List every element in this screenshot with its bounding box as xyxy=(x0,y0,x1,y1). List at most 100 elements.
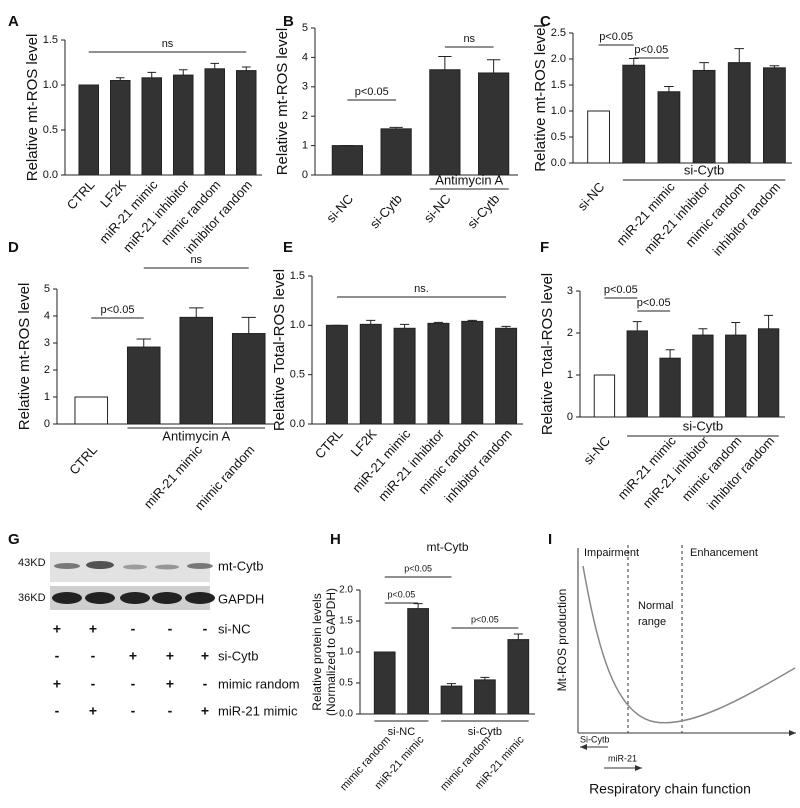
group-label: si-Cytb xyxy=(684,162,724,177)
y-axis-label: Relative mt-ROS level xyxy=(24,34,41,182)
bar xyxy=(657,91,681,164)
x-tick-label: CTRL xyxy=(312,426,346,461)
error-bar xyxy=(413,603,423,609)
error-bar xyxy=(698,328,708,336)
band xyxy=(123,564,147,570)
band xyxy=(155,564,179,570)
condition-sign: + xyxy=(201,648,209,664)
bands xyxy=(52,561,215,604)
condition-label: mimic random xyxy=(218,676,300,691)
diagram-panel xyxy=(577,545,796,771)
bar xyxy=(204,68,226,176)
y-axis-label: Relative mt-ROS level xyxy=(274,28,291,176)
bar xyxy=(495,327,518,425)
bar xyxy=(331,145,363,176)
band xyxy=(85,592,115,604)
y-tick-label: 1.0 xyxy=(551,105,566,117)
error-bar xyxy=(734,48,745,63)
x-tick-label: CTRL xyxy=(64,177,98,212)
y-axis-label: Mt-ROS production xyxy=(555,589,569,692)
x-tick-label: LF2K xyxy=(348,426,380,459)
error-bar xyxy=(115,77,125,81)
y-tick-label: 0.0 xyxy=(290,418,305,430)
significance-label: p<0.05 xyxy=(471,614,499,624)
condition-sign: - xyxy=(131,676,136,692)
condition-label: si-NC xyxy=(218,621,251,636)
bar xyxy=(593,374,616,418)
group-label: Antimycin A xyxy=(435,172,503,187)
error-bar xyxy=(665,349,675,359)
x-tick-label: CTRL xyxy=(66,442,100,477)
error-bar xyxy=(699,62,709,71)
error-bar xyxy=(764,314,774,329)
bar xyxy=(725,334,747,418)
panel-letter: I xyxy=(548,531,552,548)
condition-sign: + xyxy=(53,676,61,692)
band xyxy=(187,563,213,569)
condition-sign: - xyxy=(131,621,136,637)
y-tick-label: 5 xyxy=(44,283,50,295)
y-tick-label: 0.0 xyxy=(339,709,353,720)
x-tick-label: si-Cytb xyxy=(464,191,502,231)
panel-letter: C xyxy=(540,13,551,30)
bar xyxy=(692,69,716,164)
significance-label: p<0.05 xyxy=(599,31,633,43)
condition-sign: - xyxy=(203,676,208,692)
bar xyxy=(763,67,786,164)
error-bar xyxy=(513,633,523,640)
x-tick-label: si-NC xyxy=(580,433,613,467)
error-bar xyxy=(136,338,151,348)
condition-sign: + xyxy=(201,703,209,719)
bar xyxy=(659,357,681,418)
arrow-label: Si-Cytb xyxy=(580,734,610,744)
panel-letter: H xyxy=(330,531,341,548)
y-tick-label: 0.5 xyxy=(551,131,566,143)
condition-sign: - xyxy=(91,648,96,664)
bar xyxy=(359,323,382,425)
panel-letter: D xyxy=(8,239,19,256)
error-bar xyxy=(467,319,477,322)
bar xyxy=(109,80,131,176)
error-bar xyxy=(628,57,639,66)
x-axis-label: Respiratory chain function xyxy=(589,781,751,797)
y-tick-label: 2.0 xyxy=(339,585,353,596)
bar xyxy=(727,62,751,164)
arrow-label: miR-21 xyxy=(608,753,637,763)
size-marker: 43KD xyxy=(18,557,46,569)
significance-label: p<0.05 xyxy=(355,86,389,98)
y-tick-label: 1.0 xyxy=(290,319,305,331)
error-bar xyxy=(480,676,490,680)
condition-label: miR-21 mimic xyxy=(218,703,298,718)
y-tick-label: 0 xyxy=(567,411,573,423)
bar xyxy=(373,651,396,715)
error-bar xyxy=(366,319,376,325)
y-tick-label: 1 xyxy=(567,369,573,381)
y-tick-label: 1.5 xyxy=(43,34,58,46)
bar xyxy=(325,324,348,425)
error-bar xyxy=(399,323,410,329)
y-tick-label: 0.0 xyxy=(551,157,566,169)
panel-letter: F xyxy=(540,239,549,256)
region-label: Enhancement xyxy=(690,547,758,559)
significance-label: p<0.05 xyxy=(637,297,671,309)
error-bar xyxy=(241,66,251,71)
bar xyxy=(179,316,214,425)
bar xyxy=(380,128,412,176)
y-axis-label: Relative protein levels xyxy=(310,593,324,710)
bar xyxy=(141,77,163,176)
x-tick-label: si-NC xyxy=(574,179,607,213)
band xyxy=(152,592,182,604)
panel-letter: A xyxy=(8,13,19,30)
x-tick-label: si-Cytb xyxy=(367,191,405,231)
error-bar xyxy=(769,65,780,68)
condition-sign: - xyxy=(168,621,173,637)
error-bar xyxy=(433,321,444,324)
region-label: Impairment xyxy=(584,547,639,559)
y-tick-label: 2.5 xyxy=(551,27,566,39)
protein-label: GAPDH xyxy=(218,591,264,606)
error-bar xyxy=(241,316,256,334)
bar xyxy=(461,320,484,425)
band xyxy=(52,592,82,604)
region-label: Normal xyxy=(638,600,673,612)
